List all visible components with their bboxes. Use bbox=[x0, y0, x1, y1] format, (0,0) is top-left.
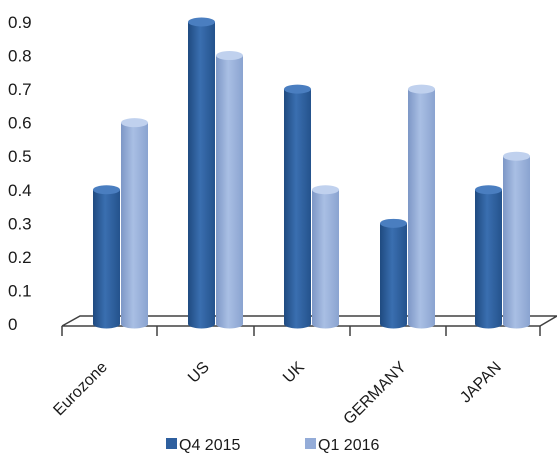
y-tick-label: 0.7 bbox=[8, 80, 32, 99]
y-tick-label: 0 bbox=[8, 315, 17, 334]
legend-label: Q1 2016 bbox=[318, 437, 379, 453]
bar-top bbox=[121, 118, 148, 128]
bar-body bbox=[503, 156, 530, 329]
x-category-label: US bbox=[185, 359, 213, 387]
bar-top bbox=[93, 185, 120, 195]
bar-body bbox=[188, 22, 215, 329]
bar-1-0 bbox=[121, 118, 148, 329]
bar-top bbox=[503, 151, 530, 161]
bar-body bbox=[216, 55, 243, 329]
y-tick-label: 0.8 bbox=[8, 47, 32, 66]
bar-1-4 bbox=[503, 151, 530, 329]
bar-1-1 bbox=[216, 51, 243, 329]
y-tick-label: 0.6 bbox=[8, 114, 32, 133]
x-category-label: GERMANY bbox=[341, 359, 410, 428]
x-category-label: JAPAN bbox=[457, 359, 505, 407]
y-tick-label: 0.9 bbox=[8, 13, 32, 32]
y-tick-label: 0.1 bbox=[8, 281, 32, 300]
bar-1-3 bbox=[408, 84, 435, 329]
legend-swatch bbox=[305, 438, 316, 449]
bar-body bbox=[380, 223, 407, 329]
bar-top bbox=[216, 51, 243, 61]
legend-item: Q1 2016 bbox=[305, 437, 379, 453]
y-axis-ticks: 0 0.1 0.2 0.3 0.4 0.5 0.6 0.7 0.8 0.9 bbox=[8, 13, 32, 334]
bar-top bbox=[312, 185, 339, 195]
bar-0-0 bbox=[93, 185, 120, 329]
bar-body bbox=[475, 189, 502, 329]
bar-body bbox=[408, 89, 435, 329]
bar-top bbox=[408, 84, 435, 94]
legend-swatch bbox=[166, 438, 177, 449]
bar-0-2 bbox=[284, 84, 311, 329]
bar-top bbox=[380, 218, 407, 228]
bar-top bbox=[284, 84, 311, 94]
bar-body bbox=[93, 189, 120, 329]
y-tick-label: 0.2 bbox=[8, 248, 32, 267]
legend-item: Q4 2015 bbox=[166, 437, 240, 453]
bars bbox=[93, 17, 530, 329]
bar-1-2 bbox=[312, 185, 339, 329]
category-labels: Eurozone US UK GERMANY JAPAN bbox=[50, 359, 504, 428]
y-tick-label: 0.3 bbox=[8, 214, 32, 233]
bar-body bbox=[312, 189, 339, 329]
bar-body bbox=[121, 122, 148, 329]
legend-label: Q4 2015 bbox=[179, 437, 240, 453]
bar-body bbox=[284, 89, 311, 329]
bar-0-1 bbox=[188, 17, 215, 329]
x-category-label: Eurozone bbox=[50, 359, 111, 420]
bar-0-3 bbox=[380, 218, 407, 329]
x-category-label: UK bbox=[280, 359, 308, 387]
bar-top bbox=[188, 17, 215, 27]
bar-0-4 bbox=[475, 185, 502, 329]
bar-top bbox=[475, 185, 502, 195]
y-tick-label: 0.4 bbox=[8, 181, 32, 200]
y-tick-label: 0.5 bbox=[8, 147, 32, 166]
legend: Q4 2015 Q1 2016 bbox=[166, 437, 379, 453]
